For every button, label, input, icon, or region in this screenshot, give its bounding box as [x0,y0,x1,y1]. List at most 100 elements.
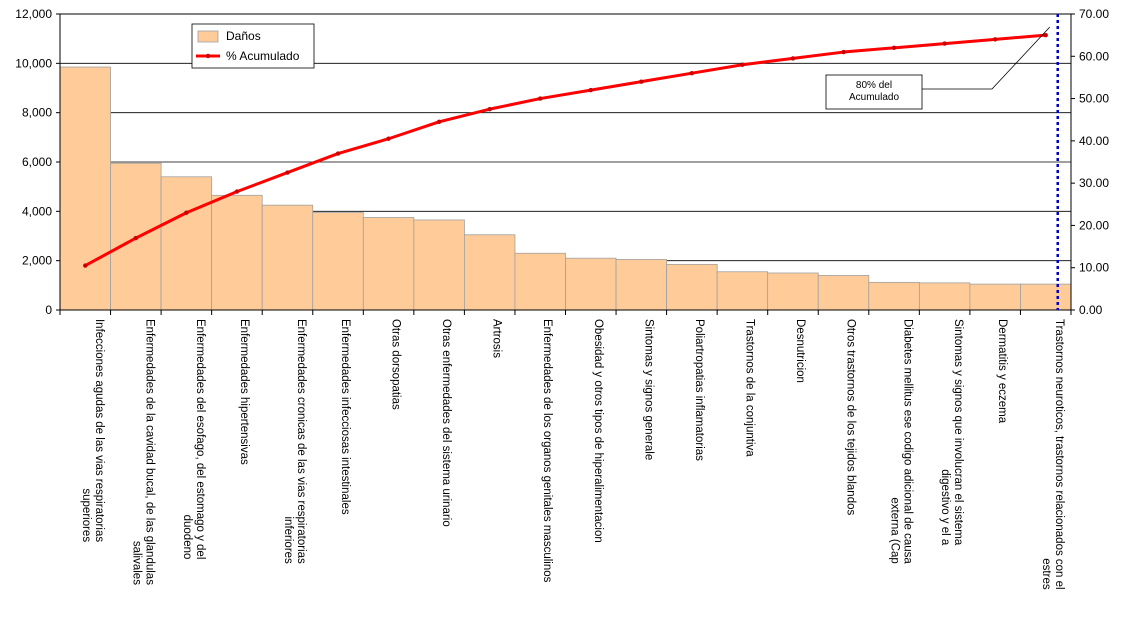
y-right-tick-label: 20.00 [1079,218,1109,232]
legend-swatch-point [205,53,211,59]
bar [615,259,667,311]
y-right-tick-label: 30.00 [1079,176,1109,190]
y-left-tick-label: 12,000 [15,7,52,21]
x-category-label-line: Sintomas y signos que involucran el sist… [952,319,964,546]
x-category-label-line: Artrosis [491,319,503,358]
cumulative-point [588,87,593,93]
cumulative-point [487,106,492,112]
cumulative-point [992,37,998,42]
bar [1020,283,1072,311]
axes: 0 2,000 4,000 6,000 8,000 10,000 12,000 0.00 10.… [15,7,1109,317]
y-right-tick-label: 40.00 [1079,134,1109,148]
cumulative-point [740,62,745,67]
x-category-label: Enfermedades cronicas de las vias respir… [282,319,307,564]
y-right-tick-label: 70.00 [1079,7,1109,21]
bar [312,212,364,311]
y-left-tick-label: 8,000 [22,106,52,120]
bar [817,275,870,311]
x-category-label: Infecciones agudas de las vias respirato… [80,319,105,542]
x-category-label-line: Desnutricion [794,319,806,383]
legend-swatch-bar [197,30,219,43]
cumulative-point [436,119,442,125]
x-category-label-line: Poliartropatias inflamatorias [693,319,705,461]
x-category-label-line: Enfermedades de la cavidad bucal, de las… [143,319,155,585]
cumulative-point [133,235,139,241]
x-category-label-line: Trastornos neuroticos, trastornos relaci… [1053,319,1065,590]
x-category-label: Diabetes mellitus ese codigo adicional d… [889,319,914,564]
x-category-label-line: estres [1040,558,1052,590]
y-left-tick-label: 6,000 [22,155,52,169]
bar [514,252,566,311]
bar [716,271,769,311]
x-category-label-line: inferiores [282,517,294,565]
bar [211,194,263,311]
y-right-tick-label: 10.00 [1079,261,1109,275]
x-category-label-line: Infecciones agudas de las vias respirato… [93,319,105,542]
annotation-box [825,74,923,110]
x-category-label-line: salivales [130,541,142,585]
cumulative-point [639,79,644,84]
x-category-label: Trastornos neuroticos, trastornos relaci… [1040,319,1065,590]
x-category-label-line: Otros trastornos de los tejidos blandos [845,319,857,515]
x-category-label: Enfermedades de los organos genitales ma… [541,319,553,583]
x-category-label-line: Enfermedades del esofago, del estomago y… [194,319,206,559]
x-category-label: Otras dorsopatias [390,319,402,410]
annotation-leader [922,26,1051,90]
x-category-label: Poliartropatias inflamatorias [693,319,705,461]
cumulative-point [942,41,947,46]
x-category-label: Enfermedades infecciosas intestinales [339,319,351,515]
x-category-label-line: Enfermedades de los organos genitales ma… [541,319,553,583]
cumulative-point [538,96,543,101]
bar [59,66,111,311]
x-category-label-line: Diabetes mellitus ese codigo adicional d… [902,319,914,564]
cumulative-point [841,49,846,55]
annotation-text-line: 80% del [856,80,892,91]
x-category-label: Sintomas y signos que involucran el sist… [939,319,964,546]
bar-series [59,66,1072,311]
x-category-label-line: Enfermedades cronicas de las vias respir… [295,319,307,564]
legend-label: % Acumulado [226,49,300,63]
x-category-label: Artrosis [491,319,503,358]
y-left-tick-label: 10,000 [15,56,52,70]
category-labels: Infecciones agudas de las vias respirato… [80,319,1065,590]
x-category-label-line: Sintomas y signos generale [642,319,654,460]
y-right-tick-label: 0.00 [1079,303,1103,317]
y-left-tick-label: 2,000 [22,254,52,268]
y-right-tick-label: 50.00 [1079,92,1109,106]
x-category-label-line: superiores [80,488,92,542]
bar [767,272,819,311]
x-category-label-line: externa (Cap [889,497,901,563]
x-category-label-line: Dermatitis y eczema [996,319,1008,424]
cumulative-line-series [83,32,1048,268]
cumulative-point [83,263,88,268]
annotation-text-line: Acumulado [849,92,899,103]
y-right-tick-label: 60.00 [1079,49,1109,63]
bar [261,204,314,311]
x-category-label: Otros trastornos de los tejidos blandos [845,319,857,515]
x-category-label: Desnutricion [794,319,806,383]
x-category-label: Dermatitis y eczema [996,319,1008,424]
bar [565,257,617,311]
cumulative-point [689,71,695,76]
bar [413,219,465,311]
cumulative-point [234,189,240,194]
cumulative-point [891,45,897,51]
x-category-label: Obesidad y otros tipos de hiperalimentac… [592,319,604,543]
x-category-label-line: Otras dorsopatias [390,319,402,410]
legend-label: Daños [226,29,261,43]
cumulative-point [386,136,391,141]
x-category-label-line: Enfermedades infecciosas intestinales [339,319,351,515]
x-category-label: Enfermedades de la cavidad bucal, de las… [130,319,155,585]
x-category-label: Trastornos de la conjuntiva [743,319,755,457]
x-category-label-line: Enfermedades hipertensivas [238,319,250,465]
cumulative-point [790,56,796,61]
bar [868,281,920,311]
cumulative-point [285,170,290,175]
bar [666,263,718,311]
x-category-label-line: Trastornos de la conjuntiva [743,319,755,457]
x-category-label-line: digestivo y el a [939,469,951,546]
x-category-label-line: duodeno [181,515,193,560]
bar [918,282,971,311]
